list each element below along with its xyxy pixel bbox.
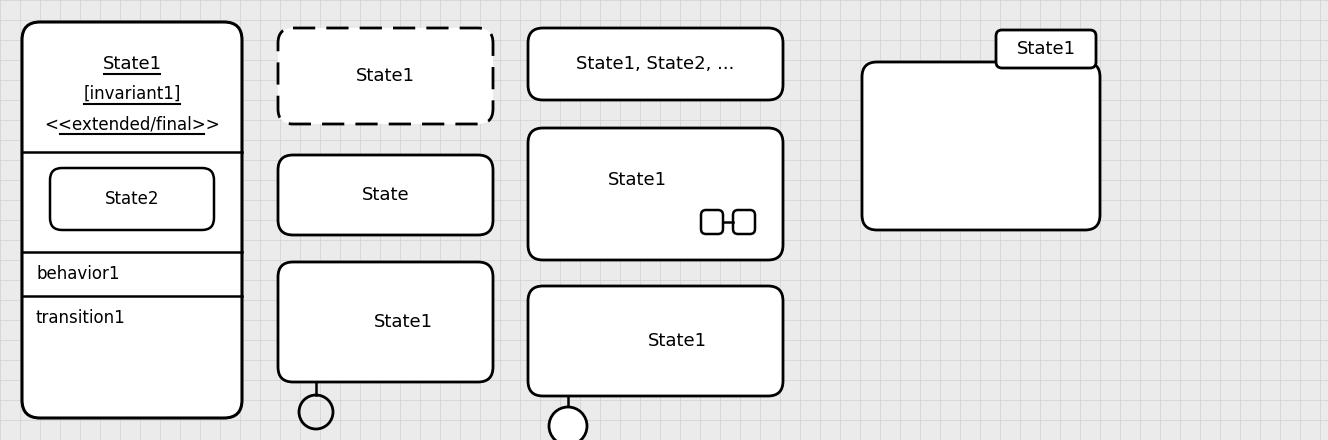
- Text: State2: State2: [105, 190, 159, 208]
- Text: Entry1: Entry1: [320, 439, 374, 440]
- FancyBboxPatch shape: [529, 128, 784, 260]
- Text: State1: State1: [374, 313, 433, 331]
- Circle shape: [548, 407, 587, 440]
- Text: State1, State2, ...: State1, State2, ...: [576, 55, 734, 73]
- Text: behavior1: behavior1: [36, 265, 120, 283]
- Text: transition1: transition1: [36, 309, 126, 327]
- FancyBboxPatch shape: [23, 22, 242, 418]
- FancyBboxPatch shape: [529, 28, 784, 100]
- FancyBboxPatch shape: [50, 168, 214, 230]
- Text: State1: State1: [608, 171, 667, 189]
- FancyBboxPatch shape: [278, 155, 493, 235]
- Text: State: State: [361, 186, 409, 204]
- FancyBboxPatch shape: [278, 262, 493, 382]
- FancyBboxPatch shape: [529, 286, 784, 396]
- FancyBboxPatch shape: [996, 30, 1096, 68]
- Text: State1: State1: [1016, 40, 1076, 58]
- Text: <<extended/final>>: <<extended/final>>: [44, 115, 220, 133]
- Text: State1: State1: [102, 55, 162, 73]
- FancyBboxPatch shape: [733, 210, 756, 234]
- FancyBboxPatch shape: [278, 28, 493, 124]
- Text: State1: State1: [356, 67, 414, 85]
- Text: [invariant1]: [invariant1]: [84, 85, 181, 103]
- Text: State1: State1: [648, 332, 706, 350]
- FancyBboxPatch shape: [862, 62, 1100, 230]
- FancyBboxPatch shape: [701, 210, 722, 234]
